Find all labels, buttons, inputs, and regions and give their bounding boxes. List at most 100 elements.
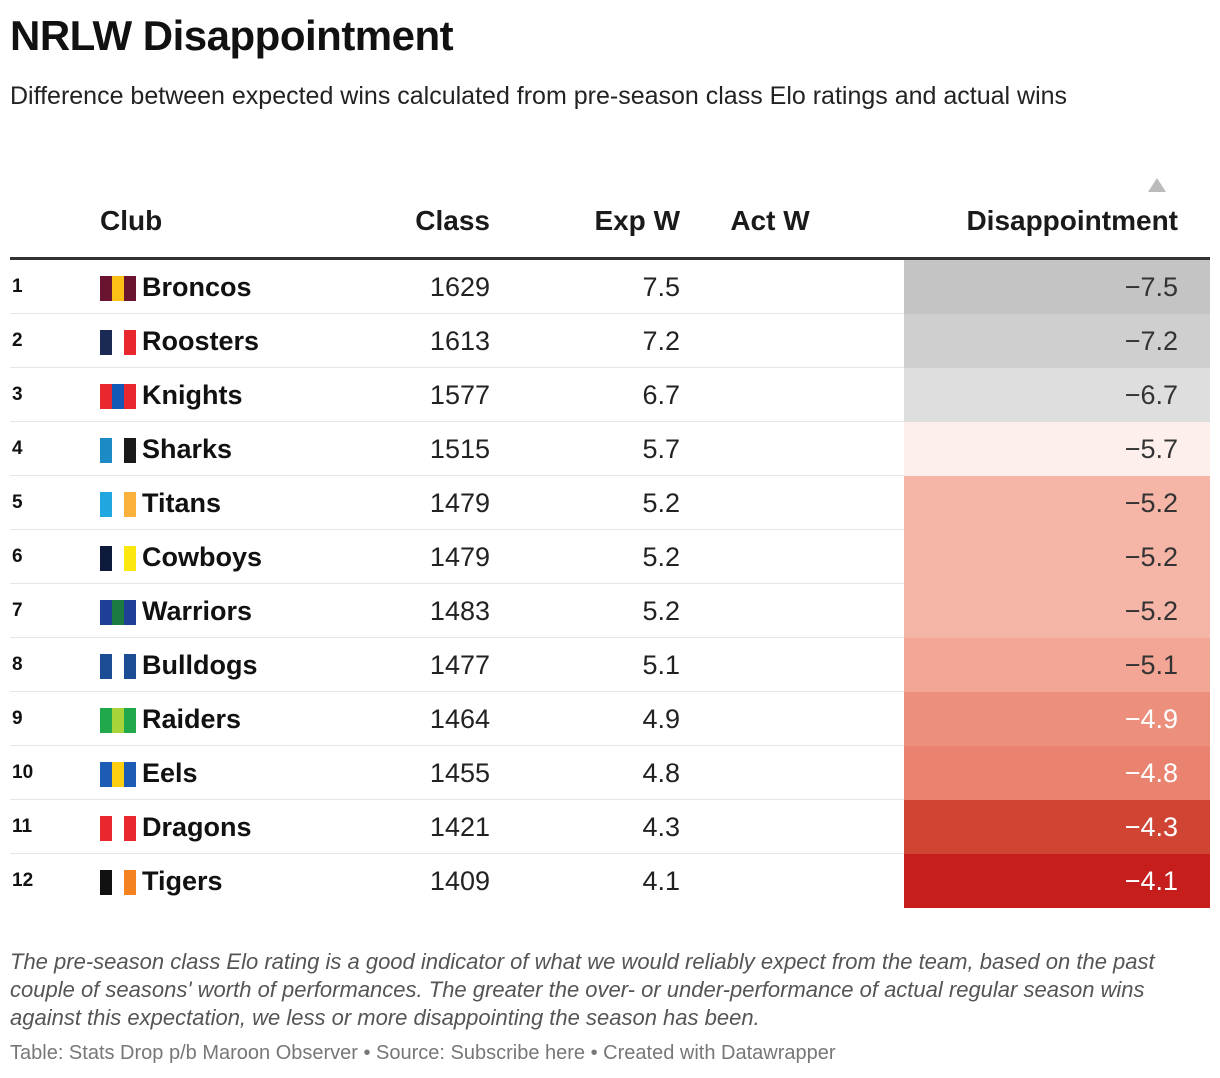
act-w-value <box>710 800 830 854</box>
club-name: Roosters <box>142 326 260 356</box>
club-color-stripe <box>100 438 112 463</box>
exp-w-value: 4.1 <box>642 866 680 896</box>
exp-w-value: 5.7 <box>642 434 680 464</box>
club-color-stripe <box>100 654 112 679</box>
table-row: 10 Eels 1455 4.8 −4.8 <box>10 746 1210 800</box>
club-color-stripe <box>124 816 136 841</box>
club-colors-icon <box>100 870 136 895</box>
column-header-exp-w[interactable]: Exp W <box>594 205 680 236</box>
club-color-stripe <box>124 546 136 571</box>
act-w-value <box>710 854 830 908</box>
class-value: 1477 <box>429 650 490 680</box>
club-color-stripe <box>112 870 124 895</box>
club-colors-icon <box>100 546 136 571</box>
act-w-value <box>710 368 830 422</box>
table-row: 1 Broncos 1629 7.5 −7.5 <box>10 260 1210 314</box>
table-header: Club Class Exp W Act W Disappointment <box>10 170 1210 260</box>
club-color-stripe <box>112 708 124 733</box>
column-header-club[interactable]: Club <box>100 205 163 236</box>
act-w-value <box>710 476 830 530</box>
table-row: 4 Sharks 1515 5.7 −5.7 <box>10 422 1210 476</box>
act-w-value <box>710 530 830 584</box>
exp-w-value: 5.2 <box>642 596 680 626</box>
club-color-stripe <box>112 654 124 679</box>
exp-w-value: 4.8 <box>642 758 680 788</box>
club-name: Tigers <box>142 866 223 896</box>
club-color-stripe <box>112 492 124 517</box>
club-color-stripe <box>100 546 112 571</box>
chart-footer: Table: Stats Drop p/b Maroon Observer • … <box>10 1042 836 1064</box>
disappointment-value: −5.7 <box>904 422 1210 476</box>
club-colors-icon <box>100 816 136 841</box>
rank-number: 1 <box>12 276 23 297</box>
club-color-stripe <box>112 330 124 355</box>
club-name: Sharks <box>142 434 233 464</box>
club-name: Dragons <box>142 812 252 842</box>
club-colors-icon <box>100 438 136 463</box>
act-w-value <box>710 584 830 638</box>
club-color-stripe <box>124 654 136 679</box>
club-color-stripe <box>100 384 112 409</box>
act-w-value <box>710 314 830 368</box>
rank-number: 7 <box>12 600 23 621</box>
table-row: 11 Dragons 1421 4.3 −4.3 <box>10 800 1210 854</box>
rank-number: 2 <box>12 330 23 351</box>
club-color-stripe <box>112 384 124 409</box>
club-color-stripe <box>124 870 136 895</box>
club-color-stripe <box>124 330 136 355</box>
chart-title: NRLW Disappointment <box>10 12 454 59</box>
table-row: 5 Titans 1479 5.2 −5.2 <box>10 476 1210 530</box>
club-color-stripe <box>100 816 112 841</box>
rank-number: 11 <box>12 816 33 837</box>
club-color-stripe <box>100 330 112 355</box>
club-name: Titans <box>142 488 222 518</box>
rank-number: 9 <box>12 708 23 729</box>
exp-w-value: 7.2 <box>642 326 680 356</box>
club-color-stripe <box>112 762 124 787</box>
data-table: Club Class Exp W Act W Disappointment 1 B… <box>10 170 1210 908</box>
club-name: Broncos <box>142 272 252 302</box>
club-color-stripe <box>112 276 124 301</box>
chart-subtitle: Difference between expected wins calcula… <box>10 82 1068 110</box>
club-color-stripe <box>112 600 124 625</box>
class-value: 1577 <box>429 380 490 410</box>
chart-note: The pre-season class Elo rating is a goo… <box>10 949 1155 1030</box>
exp-w-value: 5.1 <box>642 650 680 680</box>
table-row: 8 Bulldogs 1477 5.1 −5.1 <box>10 638 1210 692</box>
column-header-act-w[interactable]: Act W <box>730 205 810 236</box>
table-row: 2 Roosters 1613 7.2 −7.2 <box>10 314 1210 368</box>
club-colors-icon <box>100 762 136 787</box>
rank-number: 12 <box>12 870 34 891</box>
class-value: 1613 <box>429 326 490 356</box>
club-name: Raiders <box>142 704 242 734</box>
club-color-stripe <box>124 600 136 625</box>
club-color-stripe <box>124 384 136 409</box>
class-value: 1483 <box>429 596 490 626</box>
disappointment-value: −6.7 <box>904 368 1210 422</box>
disappointment-value: −7.5 <box>904 260 1210 314</box>
table-row: 6 Cowboys 1479 5.2 −5.2 <box>10 530 1210 584</box>
act-w-value <box>710 746 830 800</box>
act-w-value <box>710 422 830 476</box>
rank-number: 3 <box>12 384 23 405</box>
disappointment-value: −5.1 <box>904 638 1210 692</box>
club-name: Bulldogs <box>142 650 258 680</box>
column-header-class[interactable]: Class <box>415 205 490 236</box>
column-header-disappointment[interactable]: Disappointment <box>966 205 1178 236</box>
table-row: 7 Warriors 1483 5.2 −5.2 <box>10 584 1210 638</box>
club-color-stripe <box>124 438 136 463</box>
class-value: 1629 <box>429 272 490 302</box>
class-value: 1479 <box>429 488 490 518</box>
exp-w-value: 5.2 <box>642 542 680 572</box>
disappointment-value: −4.3 <box>904 800 1210 854</box>
disappointment-value: −7.2 <box>904 314 1210 368</box>
rank-number: 5 <box>12 492 23 513</box>
rank-number: 6 <box>12 546 23 567</box>
club-color-stripe <box>112 816 124 841</box>
rank-number: 4 <box>12 438 23 459</box>
table-row: 9 Raiders 1464 4.9 −4.9 <box>10 692 1210 746</box>
disappointment-value: −5.2 <box>904 476 1210 530</box>
table-body: 1 Broncos 1629 7.5 −7.5 2 Roosters 1613 7.2 −7.2 3… <box>10 260 1210 908</box>
sort-ascending-icon[interactable] <box>1148 178 1166 192</box>
disappointment-value: −4.1 <box>904 854 1210 908</box>
